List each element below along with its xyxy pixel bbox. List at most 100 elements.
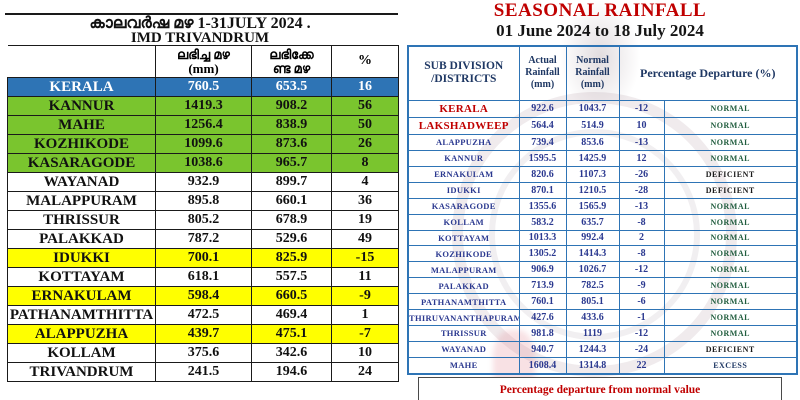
monsoon-table-row: KOZHIKODE 1099.6 873.6 26	[7, 134, 399, 154]
category-label: NORMAL	[663, 277, 798, 295]
actual-rainfall-value: 713.9	[518, 277, 567, 295]
monsoon-table-row: ALAPPUZHA 439.7 475.1 -7	[7, 324, 399, 344]
district-name: KOLLAM	[407, 213, 520, 231]
seasonal-rainfall-date-range: 01 June 2024 to 18 July 2024	[496, 21, 704, 40]
rain-expected-value: 965.7	[251, 153, 332, 173]
category-label: NORMAL	[663, 245, 798, 263]
departure-value: -6	[618, 293, 665, 311]
departure-value: -26	[618, 165, 665, 183]
departure-value: 10	[618, 116, 665, 135]
district-name: ERNAKULAM	[407, 165, 520, 183]
district-name: PATHANAMTHITTA	[7, 305, 156, 325]
subdivision-column-header: SUB DIVISION /DISTRICTS	[407, 45, 520, 101]
district-name: ALAPPUZHA	[7, 324, 156, 344]
actual-rainfall-value: 870.1	[518, 181, 567, 199]
rain-received-value: 1419.3	[155, 96, 252, 116]
seasonal-table-row: THRISSUR 981.8 1119 -12 NORMAL	[407, 325, 798, 342]
actual-rainfall-value: 427.6	[518, 309, 567, 327]
departure-value: 12	[618, 149, 665, 167]
rain-expected-value: 653.5	[251, 77, 332, 97]
rain-received-value: 1099.6	[155, 134, 252, 154]
district-name: THRISSUR	[407, 325, 520, 342]
rain-expected-value: 469.4	[251, 305, 332, 325]
rain-received-value: 1038.6	[155, 153, 252, 173]
seasonal-table-row: MALAPPURAM 906.9 1026.7 -12 NORMAL	[407, 261, 798, 279]
monsoon-table-row: IDUKKI 700.1 825.9 -15	[7, 248, 399, 268]
district-name: KOZHIKODE	[407, 245, 520, 263]
category-label: NORMAL	[663, 309, 798, 327]
category-label: NORMAL	[663, 99, 798, 118]
seasonal-rainfall-title: SEASONAL RAINFALL	[493, 0, 707, 21]
district-name: WAYANAD	[7, 172, 156, 192]
normal-rainfall-value: 805.1	[565, 293, 620, 311]
departure-value: 22	[618, 356, 665, 375]
monsoon-table-row: KOLLAM 375.6 342.6 10	[7, 343, 399, 363]
monsoon-rainfall-table: ലഭിച്ച മഴ (mm) ലഭിക്കേ ണ്ട മഴ % KERALA 76…	[7, 45, 399, 382]
district-name: PALAKKAD	[7, 229, 156, 249]
district-name: KASARAGODE	[407, 197, 520, 215]
rain-expected-value: 529.6	[251, 229, 332, 249]
rain-expected-value: 908.2	[251, 96, 332, 116]
footnote-box: Percentage departure from normal value	[418, 377, 782, 400]
departure-percent-value: 19	[331, 210, 399, 230]
monsoon-table-row: MAHE 1256.4 838.9 50	[7, 115, 399, 135]
rain-received-value: 805.2	[155, 210, 252, 230]
seasonal-table-row: WAYANAD 940.7 1244.3 -24 DEFICIENT	[407, 340, 798, 358]
normal-rainfall-value: 1414.3	[565, 245, 620, 263]
normal-rainfall-value: 1107.3	[565, 165, 620, 183]
category-label: NORMAL	[663, 197, 798, 215]
normal-rainfall-value: 514.9	[565, 116, 620, 135]
category-label: NORMAL	[663, 116, 798, 135]
rain-expected-value: 660.1	[251, 191, 332, 211]
seasonal-table-row: KOTTAYAM 1013.3 992.4 2 NORMAL	[407, 229, 798, 247]
district-name: TRIVANDRUM	[7, 362, 156, 382]
departure-percent-value: 4	[331, 172, 399, 192]
district-name: IDUKKI	[407, 181, 520, 199]
category-label: DEFICIENT	[663, 340, 798, 358]
district-name: MAHE	[407, 356, 520, 375]
category-label: NORMAL	[663, 133, 798, 151]
district-name: ERNAKULAM	[7, 286, 156, 306]
normal-rainfall-value: 1314.8	[565, 356, 620, 375]
departure-percent-value: 10	[331, 343, 399, 363]
rain-received-value: 895.8	[155, 191, 252, 211]
rain-received-label: ലഭിച്ച മഴ	[177, 47, 230, 62]
monsoon-table-row: PALAKKAD 787.2 529.6 49	[7, 229, 399, 249]
district-name: PALAKKAD	[407, 277, 520, 295]
seasonal-table-row: IDUKKI 870.1 1210.5 -28 DEFICIENT	[407, 181, 798, 199]
normal-rainfall-value: 992.4	[565, 229, 620, 247]
departure-percent-value: 1	[331, 305, 399, 325]
category-label: NORMAL	[663, 261, 798, 279]
rain-received-value: 439.7	[155, 324, 252, 344]
rain-expected-value: 899.7	[251, 172, 332, 192]
actual-rainfall-value: 564.4	[518, 116, 567, 135]
departure-percent-value: 26	[331, 134, 399, 154]
monsoon-table-row: KOTTAYAM 618.1 557.5 11	[7, 267, 399, 287]
rain-expected-column-header: ലഭിക്കേ ണ്ട മഴ	[251, 45, 332, 78]
departure-percent-value: 16	[331, 77, 399, 97]
departure-value: -12	[618, 261, 665, 279]
rain-received-value: 375.6	[155, 343, 252, 363]
normal-rainfall-value: 635.7	[565, 213, 620, 231]
rain-expected-value: 678.9	[251, 210, 332, 230]
seasonal-table-row: ERNAKULAM 820.6 1107.3 -26 DEFICIENT	[407, 165, 798, 183]
district-name: MALAPPURAM	[407, 261, 520, 279]
district-name: THIRUVANANTHAPURAM	[407, 309, 520, 327]
district-name: PATHANAMTHITTA	[407, 293, 520, 311]
district-name: WAYANAD	[407, 340, 520, 358]
monsoon-table-row: KANNUR 1419.3 908.2 56	[7, 96, 399, 116]
departure-value: -1	[618, 309, 665, 327]
seasonal-table-row: KOZHIKODE 1305.2 1414.3 -8 NORMAL	[407, 245, 798, 263]
actual-rainfall-column-header: Actual Rainfall (mm)	[518, 45, 567, 101]
right-table-header-row: SUB DIVISION /DISTRICTS Actual Rainfall …	[407, 45, 798, 101]
actual-rainfall-value: 1355.6	[518, 197, 567, 215]
departure-percent-value: -9	[331, 286, 399, 306]
actual-rainfall-value: 1013.3	[518, 229, 567, 247]
seasonal-table-row: KERALA 922.6 1043.7 -12 NORMAL	[407, 99, 798, 118]
category-label: EXCESS	[663, 356, 798, 375]
percentage-departure-column-header: Percentage Departure (%)	[618, 45, 798, 101]
district-name: KOTTAYAM	[407, 229, 520, 247]
monsoon-table-row: ERNAKULAM 598.4 660.5 -9	[7, 286, 399, 306]
rain-received-value: 618.1	[155, 267, 252, 287]
rain-received-column-header: ലഭിച്ച മഴ (mm)	[155, 45, 252, 78]
